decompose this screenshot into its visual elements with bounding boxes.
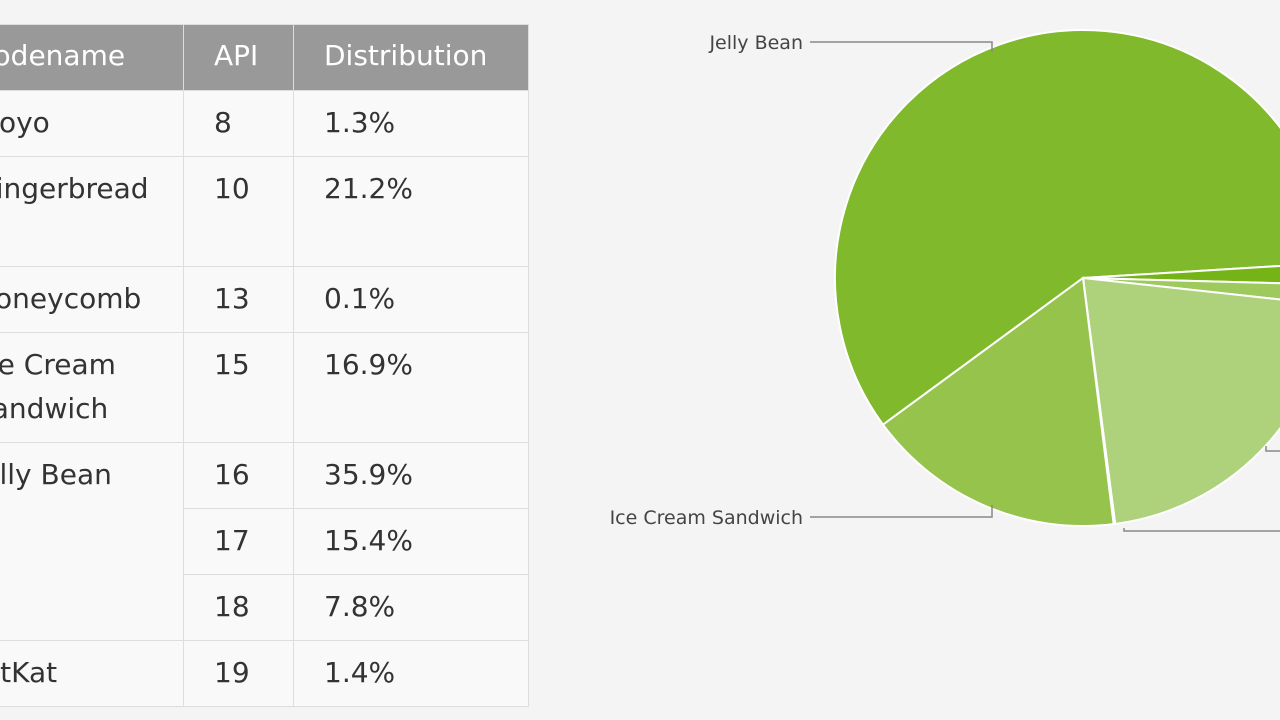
cell-codename: KitKat: [0, 640, 184, 707]
pie-label-ice-cream-sandwich: Ice Cream Sandwich: [610, 507, 803, 529]
table-header-row: Codename API Distribution: [0, 24, 529, 91]
table-row: 18 7.8%: [0, 574, 529, 641]
cell-distribution: 16.9%: [293, 332, 529, 443]
cell-distribution: 0.1%: [293, 266, 529, 333]
cell-codename: Jelly Bean: [0, 442, 184, 641]
header-codename: Codename: [0, 24, 184, 91]
cell-api: 19: [183, 640, 294, 707]
cell-api: 16: [183, 442, 294, 509]
cell-api: 10: [183, 156, 294, 267]
cell-api: 17: [183, 508, 294, 575]
cell-distribution: 35.9%: [293, 442, 529, 509]
cell-api: 18: [183, 574, 294, 641]
cell-codename: Froyo: [0, 90, 184, 157]
cell-codename: Ice Cream Sandwich: [0, 332, 184, 443]
leader-line-jelly-bean: [810, 41, 993, 52]
leader-line-honeycomb: [1265, 446, 1280, 452]
distribution-table: Codename API Distribution Froyo 8 1.3% G…: [0, 24, 529, 707]
table-row: Froyo 8 1.3%: [0, 90, 529, 157]
table-row: Gingerbread 10 21.2%: [0, 156, 529, 267]
pie-slice-gingerbread: [1081, 276, 1280, 526]
pie-label-jelly-bean: Jelly Bean: [708, 32, 803, 54]
cell-api: 8: [183, 90, 294, 157]
cell-distribution: 1.4%: [293, 640, 529, 707]
header-distribution: Distribution: [293, 24, 529, 91]
header-api: API: [183, 24, 294, 91]
pie-slices: [834, 29, 1280, 527]
pie-slice-ice-cream-sandwich: [881, 276, 1115, 527]
leader-line-ice-cream-sandwich: [810, 505, 993, 518]
table-row: KitKat 19 1.4%: [0, 640, 529, 707]
cell-codename: Gingerbread: [0, 156, 184, 267]
cell-distribution: 7.8%: [293, 574, 529, 641]
cell-distribution: 15.4%: [293, 508, 529, 575]
cell-codename: Honeycomb: [0, 266, 184, 333]
table-row: 17 15.4%: [0, 508, 529, 575]
pie-leader-lines: [810, 41, 1280, 532]
table-row: Ice Cream Sandwich 15 16.9%: [0, 332, 529, 443]
pie-slice-jelly-bean: [834, 29, 1280, 427]
cell-distribution: 21.2%: [293, 156, 529, 267]
table-row: Jelly Bean 16 35.9%: [0, 442, 529, 641]
cell-api: 15: [183, 332, 294, 443]
leader-line-gingerbread: [1123, 528, 1280, 532]
